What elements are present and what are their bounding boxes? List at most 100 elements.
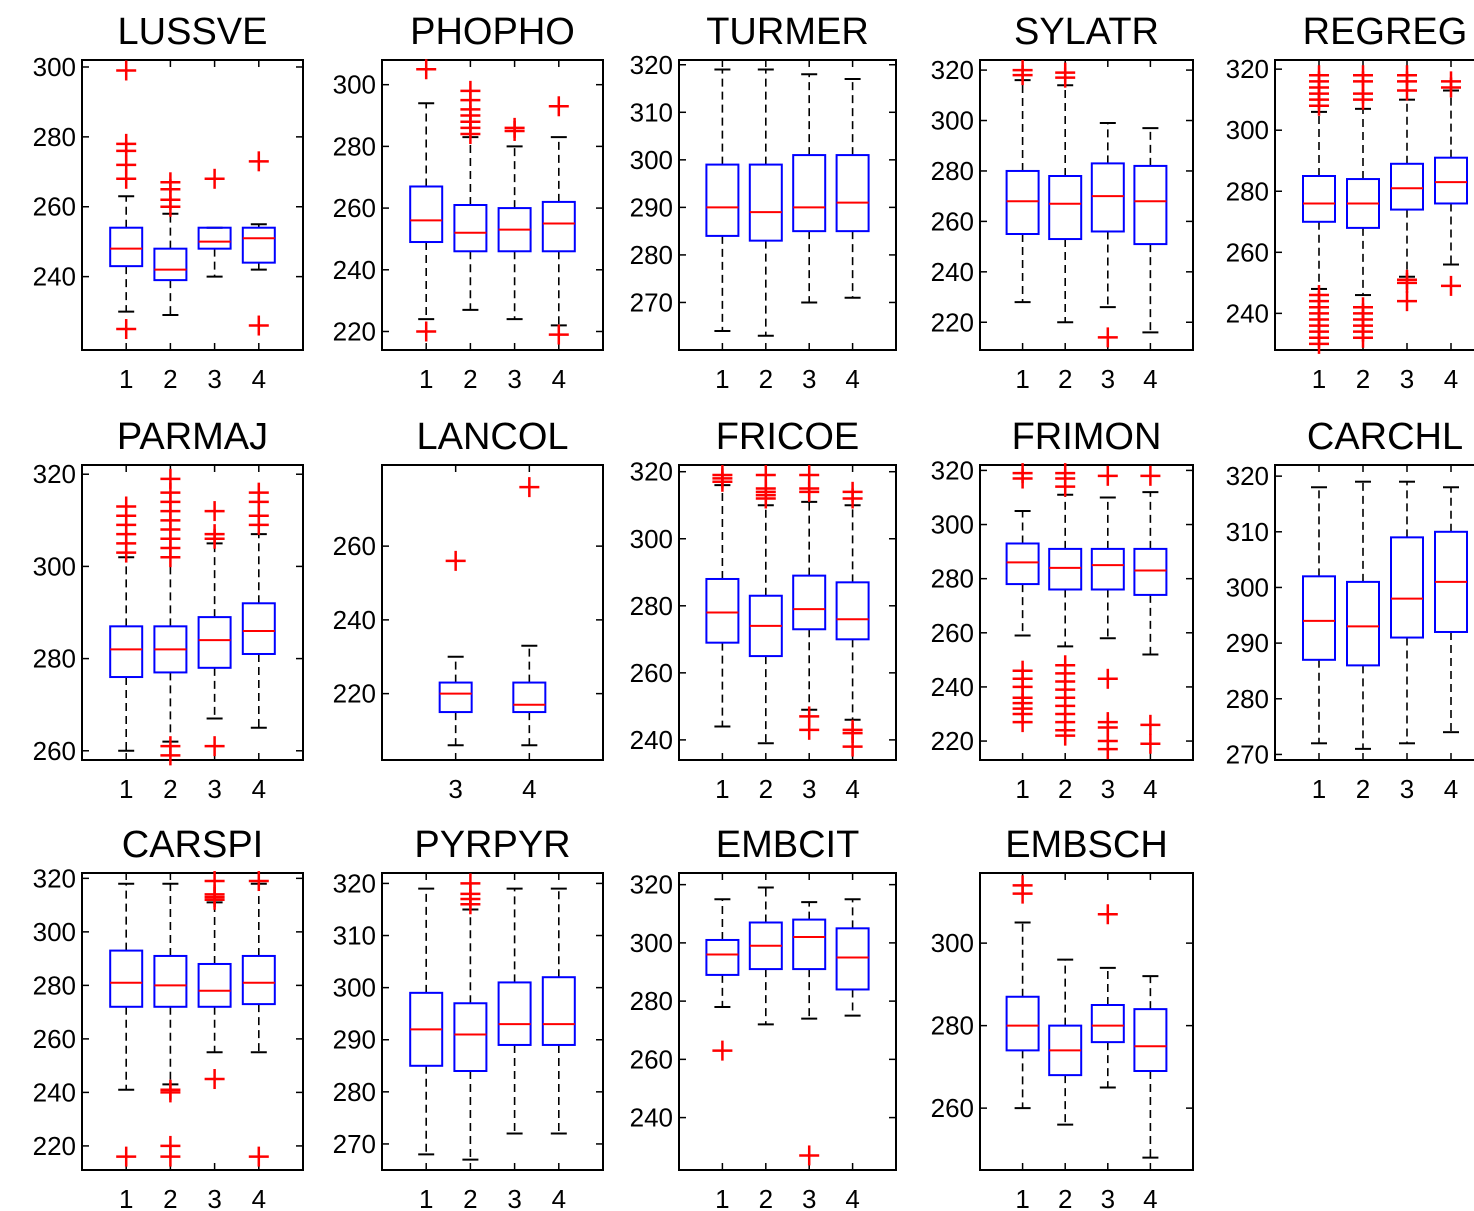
outlier-marker (1353, 327, 1373, 348)
axes-frame (81, 59, 304, 351)
y-tick-label: 320 (1226, 54, 1269, 84)
x-tick-label: 3 (802, 774, 816, 804)
box-4: 4 (512, 465, 547, 804)
iqr-box (109, 226, 144, 268)
iqr-box (1090, 547, 1125, 591)
outlier-marker (1097, 739, 1118, 760)
outlier-marker (1012, 468, 1033, 489)
y-tick-label: 260 (333, 193, 376, 223)
outlier-marker (504, 120, 525, 141)
y-tick-label: 300 (33, 551, 76, 581)
x-tick-label: 1 (119, 774, 133, 804)
y-tick-label: 300 (1226, 115, 1269, 145)
x-tick-label: 4 (1143, 774, 1157, 804)
y-tick-label: 220 (33, 1131, 76, 1161)
y-tick-label: 300 (630, 145, 673, 175)
x-tick-label: 3 (1101, 774, 1115, 804)
box-1: 1 (109, 465, 144, 804)
outlier-marker (1097, 327, 1118, 348)
outlier-marker (460, 124, 481, 145)
iqr-box (438, 681, 473, 714)
y-tick-label: 220 (333, 679, 376, 709)
box-4: 4 (1133, 873, 1168, 1211)
x-tick-label: 2 (1058, 364, 1072, 394)
box-3: 3 (1090, 60, 1125, 394)
y-tick-label: 220 (931, 307, 974, 337)
iqr-box (409, 185, 444, 244)
panel-carspi: CARSPI 220 240 260 280 300 320 1 2 3 4 (33, 824, 304, 1211)
x-tick-label: 1 (1312, 774, 1326, 804)
y-tick-label: 260 (333, 531, 376, 561)
iqr-box (109, 625, 144, 679)
y-tick-label: 240 (931, 257, 974, 287)
x-tick-label: 4 (845, 1184, 859, 1211)
box-3: 3 (1090, 465, 1125, 804)
outlier-marker (248, 871, 269, 892)
y-tick-label: 300 (33, 917, 76, 947)
outlier-marker (248, 1146, 269, 1167)
box-4: 4 (1133, 465, 1168, 804)
y-tick-label: 260 (33, 1024, 76, 1054)
box-3: 3 (1390, 465, 1424, 804)
box-1: 1 (1005, 873, 1040, 1211)
y-tick-label: 260 (33, 736, 76, 766)
outlier-marker (1441, 77, 1461, 98)
axes-frame (81, 872, 304, 1171)
outlier-marker (445, 550, 466, 571)
outlier-marker (116, 542, 137, 563)
y-tick-label: 320 (630, 870, 673, 900)
box-4: 4 (835, 465, 870, 804)
y-tick-label: 280 (931, 1011, 974, 1041)
y-tick-label: 300 (931, 510, 974, 540)
panel-title: FRIMON (1012, 416, 1162, 458)
y-tick-label: 240 (1226, 298, 1269, 328)
box-4: 4 (541, 873, 576, 1211)
box-2: 2 (153, 465, 188, 804)
y-tick-label: 320 (33, 863, 76, 893)
outlier-marker (160, 196, 181, 217)
y-tick-label: 220 (931, 726, 974, 756)
outlier-marker (160, 547, 181, 568)
box-2: 2 (1048, 463, 1083, 804)
x-tick-label: 4 (252, 774, 266, 804)
x-tick-label: 3 (802, 1184, 816, 1211)
panel-carchl: CARCHL 270 280 290 300 310 320 1 2 3 4 (1226, 416, 1474, 804)
outlier-marker (1012, 65, 1033, 86)
box-3: 3 (497, 873, 532, 1211)
box-1: 1 (409, 873, 444, 1211)
box-3: 3 (1390, 60, 1424, 394)
iqr-box (1346, 580, 1380, 667)
box-4: 4 (241, 871, 276, 1211)
y-tick-label: 240 (630, 1103, 673, 1133)
outlier-marker (842, 736, 863, 757)
x-tick-label: 1 (715, 1184, 729, 1211)
y-tick-label: 290 (1226, 628, 1269, 658)
box-4: 4 (1133, 60, 1168, 394)
outlier-marker (1309, 95, 1329, 116)
box-2: 2 (748, 873, 783, 1211)
iqr-box (1048, 547, 1083, 591)
outlier-marker (116, 60, 137, 81)
x-tick-label: 1 (715, 774, 729, 804)
x-tick-label: 2 (759, 1184, 773, 1211)
outlier-marker (204, 168, 225, 189)
axes-frame (979, 59, 1194, 351)
x-tick-label: 4 (1444, 364, 1458, 394)
y-tick-label: 270 (630, 287, 673, 317)
y-tick-label: 290 (630, 192, 673, 222)
box-2: 2 (1048, 873, 1083, 1211)
box-3: 3 (792, 873, 827, 1211)
iqr-box (541, 976, 576, 1046)
outlier-marker (460, 894, 481, 915)
x-tick-label: 4 (252, 364, 266, 394)
y-tick-label: 260 (630, 658, 673, 688)
y-tick-label: 300 (333, 70, 376, 100)
outlier-marker (248, 151, 269, 172)
box-2: 2 (153, 60, 188, 394)
axes-frame (979, 872, 1194, 1171)
iqr-box (1005, 169, 1040, 236)
x-tick-label: 2 (163, 774, 177, 804)
iqr-box (497, 981, 532, 1046)
box-2: 2 (153, 873, 188, 1211)
box-4: 4 (1434, 465, 1468, 804)
